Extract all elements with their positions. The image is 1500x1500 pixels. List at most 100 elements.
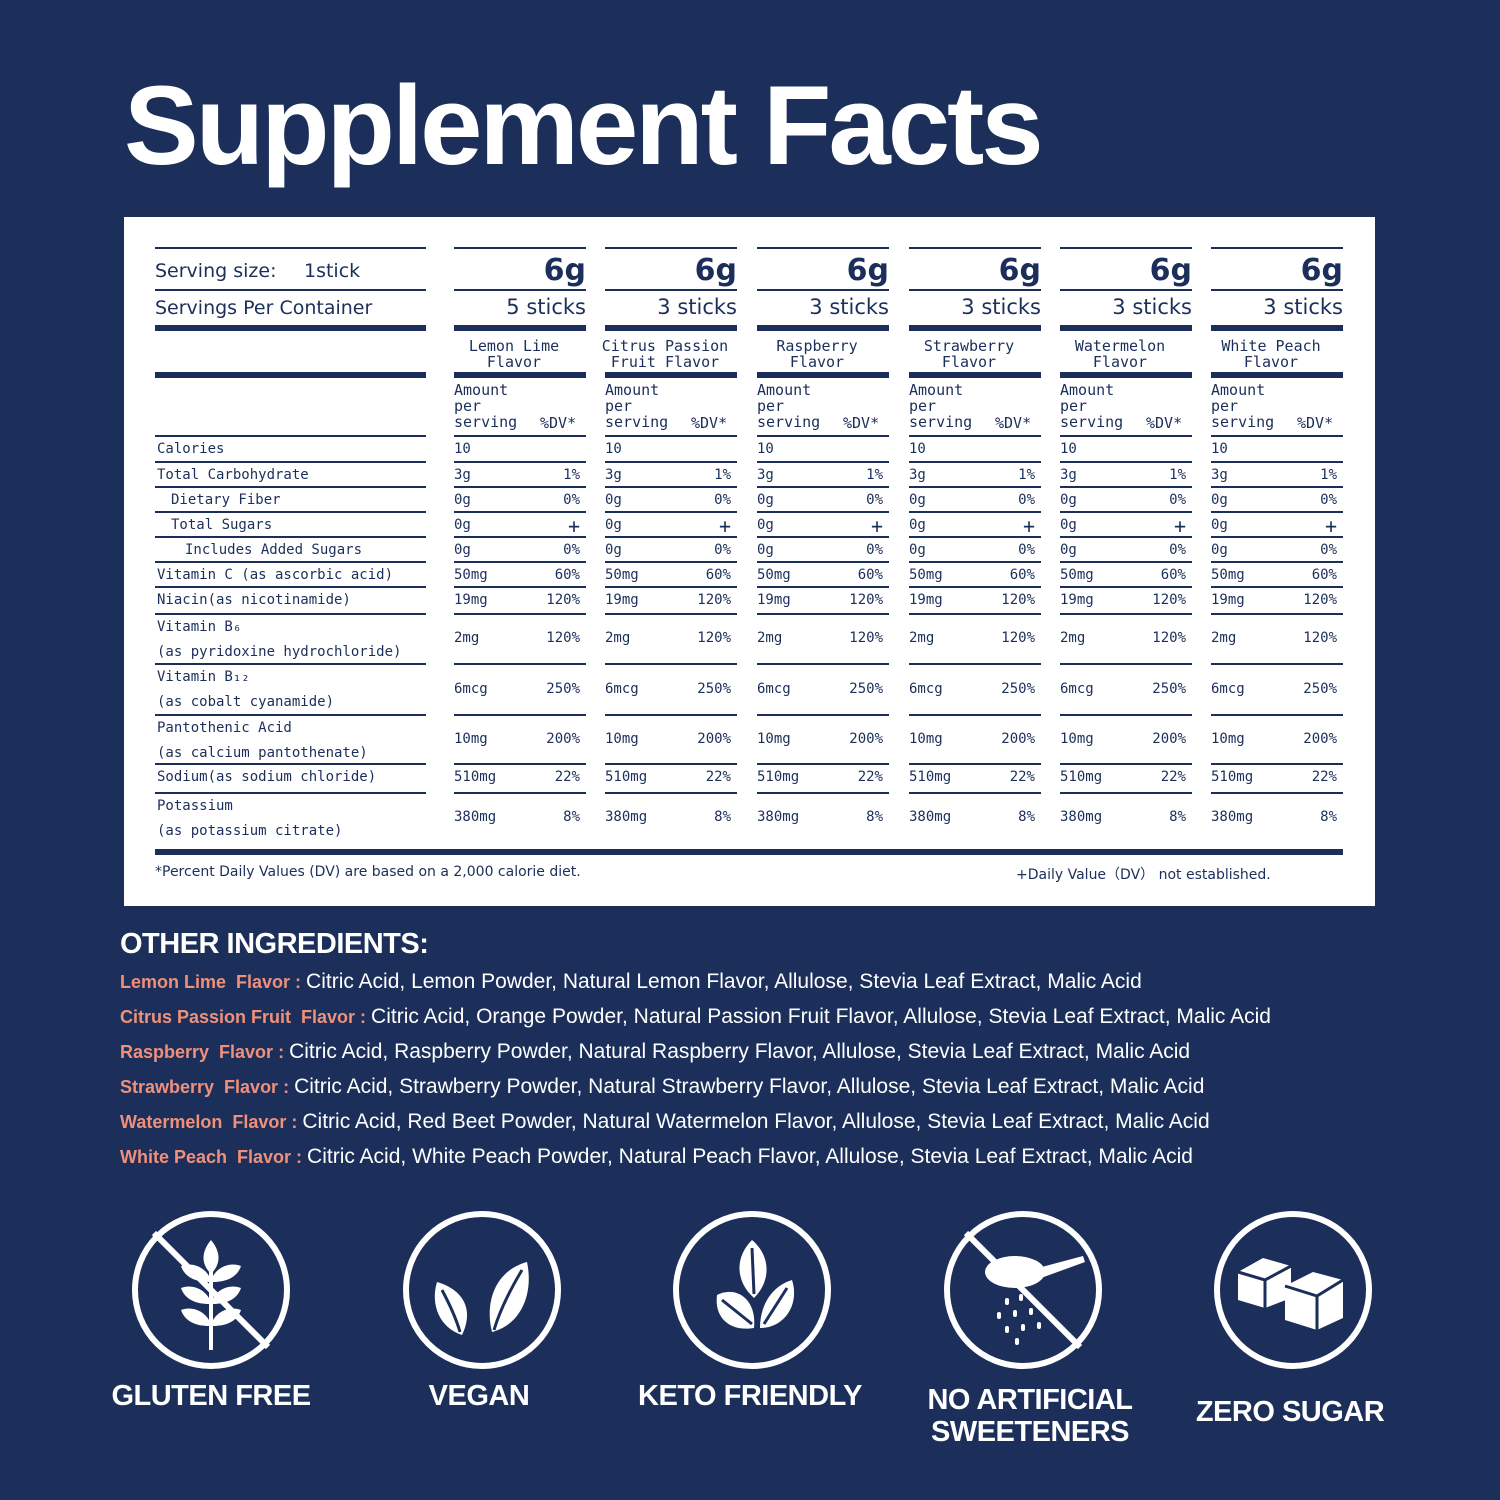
- dv-cell: 200%: [546, 731, 580, 747]
- dv-cell: 8%: [1320, 809, 1337, 825]
- ingredient-flavor: Strawberry Flavor: [120, 1077, 279, 1097]
- row-divider: [454, 511, 586, 513]
- row-divider: [909, 561, 1041, 563]
- row-divider: [454, 663, 586, 665]
- amount-cell: 6mcg: [1060, 681, 1094, 697]
- flavor-name: Watermelon Flavor: [1054, 338, 1186, 370]
- dv-cell: 8%: [1018, 809, 1035, 825]
- grams-value: 6g: [543, 253, 586, 288]
- amount-cell: 2mg: [909, 630, 935, 646]
- row-divider: [605, 663, 737, 665]
- divider: [1211, 435, 1343, 437]
- amount-header-line: per: [454, 397, 482, 415]
- ingredient-row: Lemon Lime Flavor : Citric Acid, Lemon P…: [120, 970, 1142, 994]
- row-divider: [155, 613, 426, 615]
- dv-cell: 120%: [1152, 630, 1186, 646]
- amount-cell: 19mg: [757, 592, 791, 608]
- flavor-name: Raspberry Flavor: [751, 338, 883, 370]
- dv-cell: 1%: [866, 467, 883, 483]
- serving-size-value: 1stick: [304, 260, 361, 282]
- dv-header: %DV*: [995, 414, 1032, 432]
- row-divider: [757, 486, 889, 488]
- row-divider: [1211, 613, 1343, 615]
- nutrient-name: Vitamin C (as ascorbic acid): [157, 567, 394, 583]
- amount-per-serving-header: Amount per serving: [1211, 382, 1274, 430]
- row-divider: [1060, 511, 1192, 513]
- nutrient-name: Total Carbohydrate: [157, 467, 309, 483]
- amount-cell: 0g: [757, 542, 774, 558]
- amount-cell: 3g: [757, 467, 774, 483]
- ingredient-flavor: Watermelon Flavor: [120, 1112, 287, 1132]
- not-established-mark: +: [1022, 514, 1035, 538]
- grams-value: 6g: [694, 253, 737, 288]
- amount-cell: 3g: [1060, 467, 1077, 483]
- row-divider: [454, 586, 586, 588]
- dv-cell: 250%: [546, 681, 580, 697]
- row-divider: [1060, 714, 1192, 716]
- badge-label: ZERO SUGAR: [1120, 1396, 1460, 1428]
- dv-cell: 8%: [866, 809, 883, 825]
- row-divider: [155, 511, 426, 513]
- dv-cell: 60%: [1009, 567, 1035, 583]
- amount-cell: 510mg: [454, 769, 497, 785]
- amount-header-line: per: [1211, 397, 1239, 415]
- amount-cell: 6mcg: [1211, 681, 1245, 697]
- row-divider: [909, 763, 1041, 765]
- row-divider: [909, 792, 1041, 794]
- badge-label-line: KETO FRIENDLY: [638, 1380, 862, 1412]
- ingredient-text: Citric Acid, White Peach Powder, Natural…: [307, 1145, 1193, 1168]
- row-divider: [909, 663, 1041, 665]
- row-divider: [1060, 763, 1192, 765]
- amount-cell: 10: [757, 441, 774, 457]
- amount-header-line: per: [1060, 397, 1088, 415]
- row-divider: [605, 714, 737, 716]
- row-divider: [454, 613, 586, 615]
- amount-cell: 50mg: [757, 567, 791, 583]
- row-divider: [909, 511, 1041, 513]
- dv-cell: 1%: [1320, 467, 1337, 483]
- amount-per-serving-header: Amount per serving: [605, 382, 668, 430]
- flavor-line: Citrus Passion: [601, 337, 729, 355]
- amount-cell: 0g: [1060, 542, 1077, 558]
- ingredient-text: Citric Acid, Strawberry Powder, Natural …: [294, 1075, 1205, 1098]
- row-divider: [757, 586, 889, 588]
- row-divider: [454, 461, 586, 463]
- row-divider: [1211, 461, 1343, 463]
- sticks-value: 3 sticks: [961, 295, 1041, 319]
- ingredient-row: Strawberry Flavor : Citric Acid, Strawbe…: [120, 1075, 1204, 1099]
- row-divider: [605, 511, 737, 513]
- ingredient-colon: :: [291, 1147, 308, 1167]
- divider: [1060, 289, 1192, 291]
- row-divider: [1060, 536, 1192, 538]
- ingredient-colon: :: [355, 1007, 372, 1027]
- nutrient-name: Niacin(as nicotinamide): [157, 592, 351, 608]
- badge-label: NO ARTIFICIAL SWEETENERS: [860, 1384, 1200, 1448]
- servings-count: 5 sticks: [454, 295, 586, 321]
- dv-cell: 8%: [1169, 809, 1186, 825]
- row-divider: [1060, 792, 1192, 794]
- amount-cell: 19mg: [1211, 592, 1245, 608]
- nutrient-subname: (as cobalt cyanamide): [157, 694, 335, 710]
- ingredient-flavor: White Peach Flavor: [120, 1147, 292, 1167]
- divider: [1060, 372, 1192, 378]
- grams-value: 6g: [1149, 253, 1192, 288]
- sugar-cubes-icon: [1214, 1211, 1372, 1369]
- amount-cell: 19mg: [454, 592, 488, 608]
- divider: [909, 435, 1041, 437]
- badge-icon-wrap: [943, 1210, 1103, 1370]
- divider: [454, 372, 586, 378]
- grams-value: 6g: [1300, 253, 1343, 288]
- dv-cell: 120%: [849, 630, 883, 646]
- ingredient-row: Citrus Passion Fruit Flavor : Citric Aci…: [120, 1005, 1271, 1029]
- divider: [1211, 289, 1343, 291]
- dv-cell: 0%: [1320, 542, 1337, 558]
- ingredient-text: Citric Acid, Red Beet Powder, Natural Wa…: [302, 1110, 1210, 1133]
- divider: [1060, 325, 1192, 331]
- dv-cell: 200%: [1303, 731, 1337, 747]
- amount-cell: 510mg: [1060, 769, 1103, 785]
- amount-per-serving-header: Amount per serving: [909, 382, 972, 430]
- row-divider: [909, 461, 1041, 463]
- dv-cell: 0%: [1169, 542, 1186, 558]
- row-divider: [1060, 586, 1192, 588]
- dv-cell: 250%: [1001, 681, 1035, 697]
